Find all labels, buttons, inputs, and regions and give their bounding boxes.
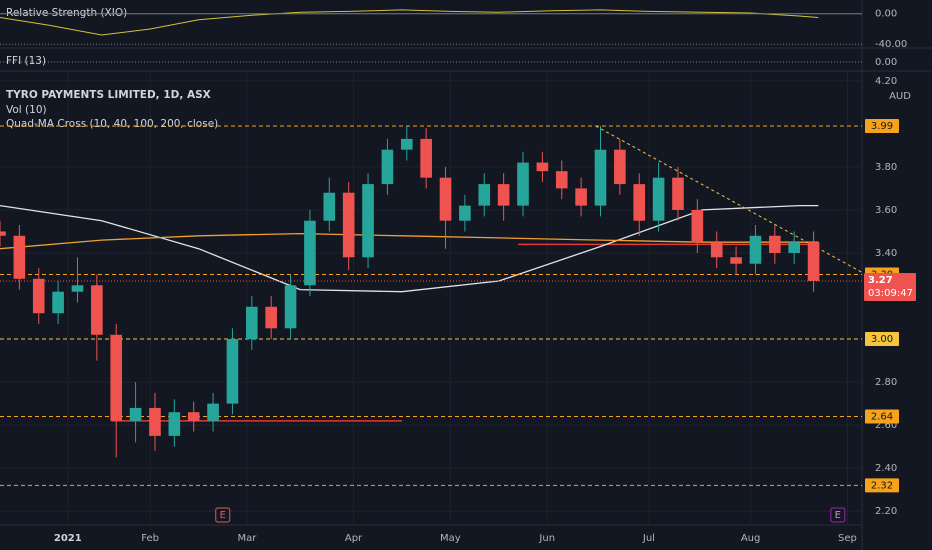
candle-body: [807, 242, 820, 281]
candle-body: [265, 306, 278, 329]
candle-body: [730, 257, 742, 264]
candle-body: [652, 177, 665, 221]
level-box: [865, 478, 899, 493]
candle-body: [536, 162, 549, 172]
indicator-label: Vol (10): [6, 104, 47, 116]
candle-body: [633, 184, 646, 221]
candle-body: [497, 184, 510, 206]
candle-body: [71, 285, 84, 292]
candle-body: [517, 162, 529, 206]
candle-body: [304, 220, 316, 286]
currency: AUD: [889, 91, 911, 102]
last-price-box: [864, 272, 916, 301]
level-box: [865, 409, 899, 424]
x-tick-label: Jul: [642, 533, 655, 544]
moving-average: [0, 204, 819, 293]
candle-body: [149, 407, 161, 436]
rs-line: [0, 9, 819, 36]
candle-body: [594, 149, 607, 206]
level-box: [865, 119, 899, 134]
event-label: E: [835, 510, 841, 521]
x-tick-label: May: [440, 533, 461, 544]
candle-body: [246, 306, 258, 340]
candle-body: [323, 192, 336, 221]
x-tick-label: Feb: [141, 533, 159, 544]
x-tick-label: Apr: [345, 533, 363, 544]
ffi-tick-label: 0.00: [875, 57, 897, 68]
candle-body: [478, 184, 491, 206]
candle-body: [749, 235, 762, 264]
candle-body: [710, 242, 723, 258]
candle-body: [614, 149, 626, 185]
candle-body: [691, 209, 704, 243]
candle-body: [555, 171, 568, 189]
candle-body: [226, 339, 239, 404]
candle-body: [52, 291, 64, 314]
candle-body: [0, 231, 6, 236]
y-tick-label: 2.80: [875, 377, 897, 388]
x-tick-label: Mar: [238, 533, 258, 544]
candle-body: [400, 138, 413, 150]
indicator-label: Quad-MA Cross (10, 40, 100, 200, close): [6, 118, 218, 130]
y-tick-label: 3.40: [875, 248, 897, 259]
chart-title: TYRO PAYMENTS LIMITED, 1D, ASX: [6, 89, 211, 101]
y-tick-label: 3.60: [875, 205, 897, 216]
level-label: 3.00: [871, 334, 893, 345]
level-label: 2.32: [871, 480, 893, 491]
candle-body: [575, 188, 587, 206]
x-tick-label: Jun: [538, 533, 555, 544]
candle-body: [672, 177, 684, 210]
event-marker: [830, 507, 846, 523]
x-tick-label: Aug: [741, 533, 761, 544]
rs-tick-label: 0.00: [875, 9, 897, 20]
y-tick-label: 3.80: [875, 162, 897, 173]
candle-body: [342, 192, 355, 258]
x-tick-label: Sep: [838, 533, 857, 544]
candle-body: [769, 235, 781, 253]
candle-body: [168, 412, 181, 436]
candle-body: [110, 334, 123, 421]
y-tick-label: 2.20: [875, 506, 897, 517]
candle-body: [439, 177, 452, 221]
y-tick-label: 2.40: [875, 463, 897, 474]
plot-layer: [0, 9, 863, 525]
y-tick-label: 4.20: [875, 76, 897, 87]
candle-body: [284, 285, 297, 329]
event-label: E: [220, 510, 226, 521]
candle-body: [788, 242, 801, 253]
level-box: [865, 332, 899, 347]
ffi-title: FFI (13): [6, 55, 46, 67]
countdown: 03:09:47: [868, 288, 913, 299]
level-label: 3.99: [871, 121, 893, 132]
y-tick-label: 2.60: [875, 420, 897, 431]
event-marker: [215, 507, 231, 523]
x-tick-label: 2021: [54, 533, 82, 544]
level-label: 2.64: [871, 412, 893, 423]
candle-body: [459, 205, 471, 221]
last-price-label: 3.27: [868, 275, 893, 286]
candle-body: [420, 138, 432, 178]
candle-body: [13, 235, 26, 279]
candle-body: [381, 149, 394, 185]
candle-body: [207, 403, 219, 421]
candle-body: [129, 407, 142, 421]
rs-title: Relative Strength (XIO): [6, 7, 127, 19]
candle-body: [362, 184, 374, 258]
candle-body: [91, 285, 103, 335]
candle-body: [32, 278, 45, 314]
rs-tick-label: -40.00: [875, 39, 907, 50]
candle-body: [187, 412, 200, 421]
